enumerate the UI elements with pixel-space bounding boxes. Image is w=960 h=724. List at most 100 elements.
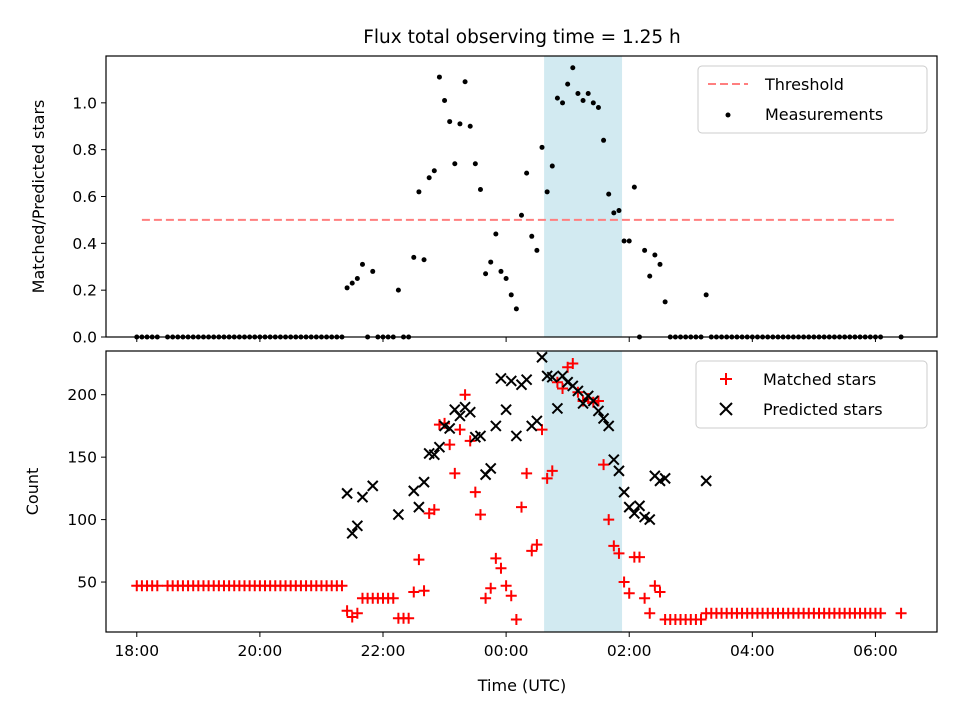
measurement-point: [513, 306, 519, 312]
predicted-star-point: [520, 374, 533, 386]
top-legend-box: [697, 65, 928, 134]
matched-star-point: [608, 540, 620, 552]
y-tick-label: 0.2: [72, 282, 97, 300]
predicted-star-point: [433, 441, 446, 453]
predicted-star-point: [490, 420, 502, 432]
matched-star-point: [644, 607, 656, 619]
measurement-point: [703, 292, 709, 298]
matched-star-point: [541, 472, 553, 484]
matched-star-point: [454, 424, 466, 436]
measurement-point: [595, 105, 601, 111]
matched-star-point: [546, 465, 558, 477]
matched-star-point: [403, 612, 415, 624]
legend-measurements-swatch: [725, 112, 731, 118]
y-tick-label: 200: [67, 386, 97, 404]
top-y-ticks: 0.0 0.2 0.4 0.6 0.8 1.0: [72, 94, 106, 347]
matched-star-point: [351, 607, 363, 619]
matched-star-point: [603, 514, 615, 526]
predicted-star-point: [608, 453, 620, 466]
legend-matched-label: Matched stars: [763, 370, 876, 389]
matched-star-point: [536, 424, 548, 436]
bottom-legend-box: [695, 360, 928, 429]
legend-measurements-label: Measurements: [765, 105, 883, 124]
predicted-star-point: [597, 412, 610, 425]
measurement-point: [477, 186, 483, 192]
measurement-point: [611, 210, 617, 216]
predicted-star-point: [495, 372, 507, 385]
predicted-star-point: [428, 448, 441, 461]
matched-star-point: [413, 554, 425, 566]
matched-star-point: [444, 439, 456, 451]
measurement-point: [647, 273, 653, 279]
measurement-point: [421, 257, 427, 263]
predicted-star-point: [613, 465, 625, 477]
predicted-star-point: [618, 486, 630, 498]
measurement-point: [344, 285, 350, 291]
measurement-point: [575, 90, 581, 96]
measurement-point: [467, 123, 473, 129]
predicted-star-point: [392, 508, 405, 521]
measurement-point: [621, 238, 627, 244]
measurement-point: [642, 247, 648, 253]
measurement-point: [549, 163, 555, 169]
bottom-y-ticks: 50 100 150 200: [67, 386, 106, 592]
measurement-point: [354, 275, 360, 281]
predicted-star-point: [413, 501, 425, 513]
predicted-star-point: [341, 487, 353, 500]
measurement-point: [452, 161, 458, 167]
measurement-point: [442, 97, 448, 103]
chart-title: Flux total observing time = 1.25 h: [363, 27, 681, 48]
predicted-star-point: [633, 500, 646, 512]
measurement-point: [554, 95, 560, 101]
matched-star-point: [336, 580, 348, 592]
matched-star-point: [510, 614, 522, 626]
measurement-point: [539, 144, 545, 150]
matched-star-point: [695, 614, 707, 626]
measurement-point: [565, 81, 571, 87]
predicted-star-point: [408, 485, 420, 497]
x-tick-label: 20:00: [238, 642, 283, 660]
x-tick-label: 00:00: [484, 642, 529, 660]
legend-threshold-label: Threshold: [764, 75, 844, 94]
matched-star-point: [474, 509, 486, 521]
top-panel: 0.0 0.2 0.4 0.6 0.8 1.0 Matched/Predicted sta…: [29, 55, 938, 347]
x-tick-label: 06:00: [853, 642, 898, 660]
predicted-star-point: [587, 395, 600, 407]
matched-star-point: [649, 580, 661, 592]
matched-star-point: [418, 585, 430, 597]
predicted-star-point: [628, 507, 641, 520]
y-tick-label: 0.4: [72, 235, 97, 253]
matched-star-point: [592, 395, 604, 407]
predicted-stars-points: [341, 351, 712, 540]
measurement-point: [534, 247, 540, 253]
measurement-point: [483, 271, 489, 277]
measurement-point: [560, 100, 566, 106]
measurement-point: [616, 208, 622, 214]
top-y-axis-label: Matched/Predicted stars: [29, 100, 48, 294]
measurement-point: [416, 189, 422, 195]
predicted-star-point: [536, 351, 548, 363]
matched-star-point: [654, 586, 666, 598]
predicted-star-point: [572, 385, 584, 397]
bottom-y-axis-label: Count: [23, 468, 42, 516]
measurement-point: [462, 79, 468, 85]
measurement-point: [349, 280, 355, 286]
x-axis-label: Time (UTC): [477, 676, 566, 695]
matched-star-point: [875, 607, 887, 619]
predicted-star-point: [346, 527, 358, 540]
predicted-star-point: [474, 430, 487, 442]
y-tick-label: 1.0: [72, 94, 97, 112]
matched-star-point: [516, 501, 527, 513]
measurement-point: [585, 90, 591, 96]
measurement-point: [447, 119, 453, 125]
matched-star-point: [895, 607, 907, 619]
predicted-star-point: [551, 402, 564, 415]
x-tick-label: 18:00: [114, 642, 159, 660]
matched-star-point: [613, 547, 625, 559]
measurement-point: [626, 238, 632, 244]
measurement-point: [601, 137, 607, 143]
matched-star-point: [459, 389, 471, 401]
matched-star-point: [408, 586, 420, 598]
matched-star-point: [490, 552, 502, 564]
